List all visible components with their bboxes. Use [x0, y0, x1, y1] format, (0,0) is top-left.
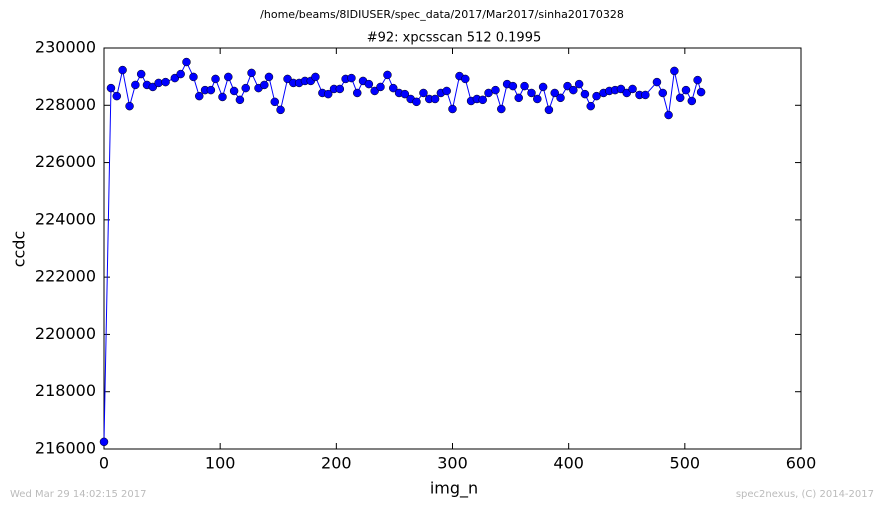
y-tick-label: 224000 [35, 209, 96, 228]
data-point [136, 69, 146, 79]
data-point [182, 57, 191, 67]
x-tick-label: 400 [553, 454, 584, 473]
y-tick-label: 226000 [35, 152, 96, 171]
data-point [131, 80, 140, 90]
data-point [154, 78, 163, 88]
data-point [687, 96, 697, 106]
data-point [229, 86, 239, 96]
data-point [497, 104, 506, 114]
data-point [430, 94, 440, 104]
data-point [206, 85, 216, 95]
data-point [99, 437, 109, 447]
data-point [264, 72, 274, 82]
data-point [218, 92, 227, 102]
data-point [693, 75, 702, 85]
data-point [335, 84, 345, 94]
data-point [211, 74, 220, 84]
data-point [580, 89, 590, 99]
data-point [574, 79, 584, 89]
data-point [419, 88, 428, 98]
data-point [538, 82, 548, 92]
data-point [352, 88, 362, 98]
y-axis-label: ccdc [10, 231, 29, 268]
data-point [652, 77, 662, 87]
data-point [170, 73, 180, 83]
data-point [592, 91, 601, 101]
data-point [616, 84, 626, 94]
data-point [622, 88, 631, 98]
data-point [533, 94, 542, 104]
data-point [400, 89, 410, 99]
data-point [106, 83, 116, 93]
data-point [383, 70, 392, 80]
data-point [270, 97, 280, 107]
data-point [241, 83, 250, 93]
data-point [118, 65, 127, 75]
data-point [161, 77, 170, 87]
data-point [569, 85, 578, 95]
y-tick-label: 218000 [35, 381, 96, 400]
data-point [508, 81, 518, 91]
y-tick-label: 228000 [35, 95, 96, 114]
data-point [675, 93, 685, 103]
x-tick-label: 300 [437, 454, 468, 473]
data-point [670, 66, 679, 76]
data-point [628, 84, 637, 94]
data-point [658, 88, 668, 98]
data-point [696, 87, 706, 97]
data-point [347, 73, 356, 83]
x-tick-label: 0 [99, 454, 109, 473]
data-point [556, 93, 565, 103]
data-point [563, 81, 572, 91]
data-point [283, 74, 292, 84]
data-point [112, 91, 122, 101]
chart-title: #92: xpcsscan 512 0.1995 [367, 31, 542, 46]
data-point [224, 72, 233, 82]
footer-left: Wed Mar 29 14:02:15 2017 [10, 489, 146, 500]
x-tick-label: 100 [205, 454, 236, 473]
data-point [148, 82, 158, 92]
y-tick-label: 222000 [35, 267, 96, 286]
data-point [586, 101, 595, 111]
y-tick-label: 220000 [35, 324, 96, 343]
data-point [235, 95, 245, 105]
data-point [311, 72, 320, 82]
data-point [364, 79, 374, 89]
data-point [276, 105, 285, 115]
data-point [125, 101, 134, 111]
data-point [514, 93, 523, 103]
data-point [544, 105, 554, 115]
data-point [189, 72, 198, 82]
data-point [681, 85, 691, 95]
data-point [195, 91, 204, 101]
x-tick-label: 600 [786, 454, 817, 473]
y-tick-label: 216000 [35, 439, 96, 458]
data-point [442, 86, 451, 96]
x-axis-label: img_n [430, 479, 478, 499]
chart-suptitle: /home/beams/8IDIUSER/spec_data/2017/Mar2… [260, 8, 624, 21]
data-point [370, 86, 379, 96]
data-point [478, 95, 487, 105]
data-point [176, 69, 185, 79]
data-point [260, 80, 269, 90]
data-point [376, 82, 385, 92]
data-point [323, 89, 333, 99]
data-point [550, 88, 559, 98]
y-tick-label: 230000 [35, 38, 96, 57]
data-point [641, 90, 650, 100]
data-point [461, 74, 470, 84]
data-point [491, 85, 500, 95]
x-tick-label: 500 [670, 454, 701, 473]
data-point [520, 81, 529, 91]
x-tick-label: 200 [321, 454, 352, 473]
data-point [527, 88, 536, 98]
footer-right: spec2nexus, (C) 2014-2017 [736, 489, 874, 500]
data-point [389, 83, 398, 93]
data-point [664, 110, 673, 120]
data-point [448, 104, 457, 114]
data-point [247, 68, 256, 78]
data-point [412, 97, 421, 107]
